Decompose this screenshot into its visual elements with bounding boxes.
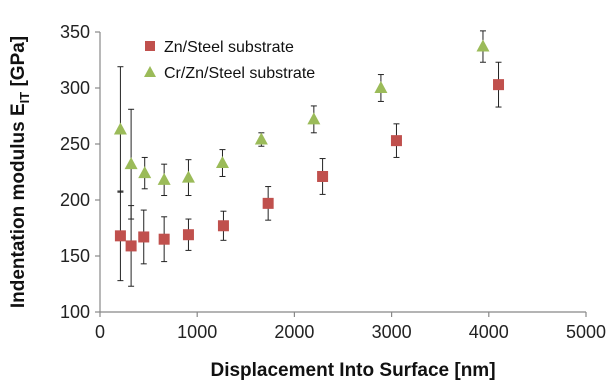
y-tick-label: 300 — [60, 78, 90, 98]
x-tick-label: 2000 — [274, 322, 314, 342]
point-zn-steel — [182, 229, 194, 241]
y-tick-label: 100 — [60, 302, 90, 322]
point-zn-steel — [262, 197, 274, 209]
x-tick-label: 4000 — [469, 322, 509, 342]
point-zn-steel — [114, 230, 126, 242]
point-zn-steel — [158, 233, 170, 245]
y-axis-title-main: Indentation modulus E — [8, 103, 29, 308]
point-zn-steel — [125, 240, 137, 252]
axes — [99, 32, 586, 313]
point-cr-zn-steel — [374, 81, 388, 93]
point-cr-zn-steel — [254, 132, 268, 145]
point-cr-zn-steel — [124, 157, 138, 170]
point-cr-zn-steel — [307, 112, 321, 125]
legend-label: Cr/Zn/Steel substrate — [164, 65, 315, 82]
x-tick-label: 5000 — [566, 322, 606, 342]
point-cr-zn-steel — [157, 172, 171, 185]
tick-marks — [95, 31, 587, 317]
x-tick-label: 1000 — [177, 322, 217, 342]
tick-labels: 0 1000 2000 3000 4000 5000 100 150 200 250 300 350 — [60, 22, 606, 342]
point-zn-steel — [138, 231, 150, 243]
point-cr-zn-steel — [113, 122, 127, 135]
point-zn-steel — [317, 170, 329, 182]
legend-marker-cr-zn-steel — [144, 66, 156, 77]
x-tick-label: 3000 — [372, 322, 412, 342]
y-axis-title-unit: [GPa] — [8, 36, 29, 92]
legend-box — [131, 31, 345, 91]
point-cr-zn-steel — [138, 166, 152, 179]
y-axis-title-subscript: IT — [17, 92, 32, 104]
legend-label: Zn/Steel substrate — [164, 39, 294, 56]
y-tick-label: 200 — [60, 190, 90, 210]
y-tick-label: 350 — [60, 22, 90, 42]
x-tick-label: 0 — [95, 322, 105, 342]
legend-marker-zn-steel — [145, 41, 155, 51]
point-zn-steel — [217, 220, 229, 232]
point-cr-zn-steel — [476, 39, 490, 52]
point-cr-zn-steel — [215, 156, 229, 169]
data-markers — [113, 39, 505, 252]
x-axis-title: Displacement Into Surface [nm] — [210, 360, 495, 381]
y-axis-title: Indentation modulus EIT [GPa] — [8, 36, 32, 308]
point-zn-steel — [493, 79, 505, 91]
legend: Zn/Steel substrate Cr/Zn/Steel substrate — [131, 31, 345, 91]
point-zn-steel — [390, 135, 402, 147]
y-tick-label: 250 — [60, 134, 90, 154]
point-cr-zn-steel — [181, 170, 195, 183]
y-tick-label: 150 — [60, 246, 90, 266]
